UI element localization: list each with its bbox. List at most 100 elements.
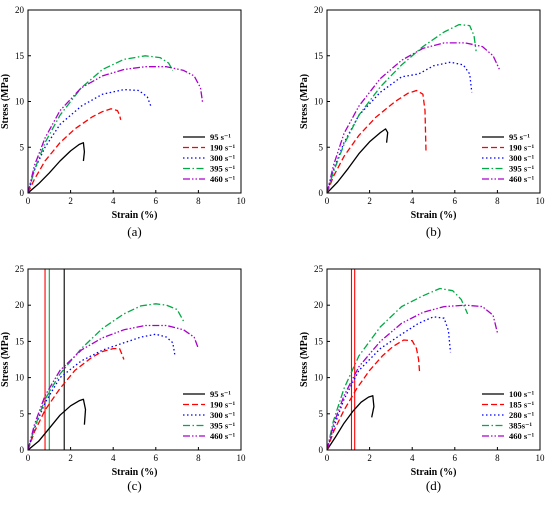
panel-b: 0 2 4 6 8 10 0 5 10 15 20 Strain (%) Stress (MPa) 95 … <box>299 5 545 239</box>
legend-label: 190 s⁻¹ <box>210 143 236 153</box>
legend-label: 280 s⁻¹ <box>509 410 535 420</box>
y-tick-label: 10 <box>314 373 324 383</box>
x-tick-label: 8 <box>196 453 201 463</box>
series-line <box>327 42 501 193</box>
x-tick-label: 2 <box>68 453 73 463</box>
x-axis-label: Strain (%) <box>411 210 457 221</box>
x-tick-label: 6 <box>154 196 159 206</box>
y-axis-label: Stress (MPa) <box>0 332 11 387</box>
legend-label: 300 s⁻¹ <box>210 410 236 420</box>
legend-label: 460 s⁻¹ <box>210 431 236 441</box>
panel-a: 0 2 4 6 8 10 0 5 10 15 20 Strain (%) Stress (MPa) 95 … <box>0 5 246 239</box>
x-tick-label: 2 <box>367 453 372 463</box>
x-tick-label: 10 <box>237 196 247 206</box>
x-tick-label: 8 <box>495 196 500 206</box>
legend-label: 460 s⁻¹ <box>210 174 236 184</box>
x-axis-label: Strain (%) <box>112 210 158 221</box>
series-line <box>28 333 176 450</box>
x-tick-label: 6 <box>453 196 458 206</box>
panel-d: 0 2 4 6 8 10 0 5 10 15 20 25 Strain (%) Stress (MPa) 1… <box>299 264 545 493</box>
y-tick-label: 15 <box>15 336 25 346</box>
legend-label: 95 s⁻¹ <box>210 132 231 142</box>
series-line <box>28 142 86 193</box>
series-line <box>28 55 174 193</box>
y-tick-label: 25 <box>314 264 324 274</box>
x-tick-label: 2 <box>68 196 73 206</box>
x-tick-label: 0 <box>325 453 330 463</box>
series-line <box>28 303 185 450</box>
x-tick-label: 4 <box>410 196 415 206</box>
x-tick-label: 4 <box>111 196 116 206</box>
series-line <box>327 61 473 193</box>
y-tick-label: 20 <box>314 5 324 15</box>
x-tick-label: 0 <box>26 196 31 206</box>
legend-label: 95 s⁻¹ <box>509 132 530 142</box>
legend-label: 460 s⁻¹ <box>509 431 535 441</box>
series-line <box>327 89 427 193</box>
y-tick-label: 10 <box>314 97 324 107</box>
x-axis-label: Strain (%) <box>112 467 158 478</box>
panel-caption: (b) <box>426 224 441 239</box>
x-tick-label: 8 <box>495 453 500 463</box>
legend-label: 300 s⁻¹ <box>509 153 535 163</box>
series-line <box>327 23 477 193</box>
y-tick-label: 5 <box>20 142 25 152</box>
y-tick-label: 0 <box>319 445 324 455</box>
y-tick-label: 0 <box>20 188 25 198</box>
series-line <box>28 398 87 450</box>
legend-label: 190 s⁻¹ <box>509 143 535 153</box>
legend-label: 190 s⁻¹ <box>210 400 236 410</box>
series-line <box>28 108 122 193</box>
y-axis-label: Stress (MPa) <box>0 74 11 129</box>
y-tick-label: 0 <box>319 188 324 198</box>
y-tick-label: 20 <box>314 300 324 310</box>
panel-caption: (a) <box>127 224 141 239</box>
x-tick-label: 10 <box>536 453 546 463</box>
series-line <box>327 316 452 450</box>
legend-label: 300 s⁻¹ <box>210 153 236 163</box>
plot-frame <box>27 268 242 451</box>
series-line <box>28 88 153 193</box>
legend-label: 385s⁻¹ <box>509 421 533 431</box>
legend-label: 395 s⁻¹ <box>509 164 535 174</box>
x-tick-label: 10 <box>536 196 546 206</box>
x-tick-label: 6 <box>154 453 159 463</box>
y-tick-label: 5 <box>319 409 324 419</box>
x-axis-label: Strain (%) <box>411 467 457 478</box>
panel-caption: (c) <box>127 478 141 493</box>
legend-label: 95 s⁻¹ <box>210 389 231 399</box>
x-tick-label: 4 <box>111 453 116 463</box>
series-line <box>327 304 499 450</box>
y-tick-label: 25 <box>15 264 25 274</box>
legend-label: 185 s⁻¹ <box>509 400 535 410</box>
y-axis-label: Stress (MPa) <box>299 74 310 129</box>
series-line <box>327 128 389 193</box>
y-tick-label: 15 <box>15 51 25 61</box>
y-tick-label: 20 <box>15 300 25 310</box>
x-tick-label: 2 <box>367 196 372 206</box>
x-tick-label: 0 <box>325 196 330 206</box>
x-tick-label: 6 <box>453 453 458 463</box>
y-tick-label: 10 <box>15 373 25 383</box>
series-line <box>28 324 200 450</box>
y-tick-label: 10 <box>15 97 25 107</box>
series-line <box>28 347 125 450</box>
y-tick-label: 5 <box>319 142 324 152</box>
panel-c: 0 2 4 6 8 10 0 5 10 15 20 25 Strain (%) Stress (MPa) 9… <box>0 264 246 493</box>
y-tick-label: 20 <box>15 5 25 15</box>
x-tick-label: 4 <box>410 453 415 463</box>
legend-label: 100 s⁻¹ <box>509 389 535 399</box>
y-tick-label: 15 <box>314 51 324 61</box>
panel-caption: (d) <box>426 478 441 493</box>
y-tick-label: 15 <box>314 336 324 346</box>
x-tick-label: 0 <box>26 453 31 463</box>
x-tick-label: 10 <box>237 453 247 463</box>
x-tick-label: 8 <box>196 196 201 206</box>
series-line <box>28 66 204 193</box>
y-tick-label: 5 <box>20 409 25 419</box>
y-axis-label: Stress (MPa) <box>299 332 310 387</box>
plot-frame <box>326 268 541 451</box>
legend-label: 395 s⁻¹ <box>210 421 236 431</box>
y-tick-label: 0 <box>20 445 25 455</box>
